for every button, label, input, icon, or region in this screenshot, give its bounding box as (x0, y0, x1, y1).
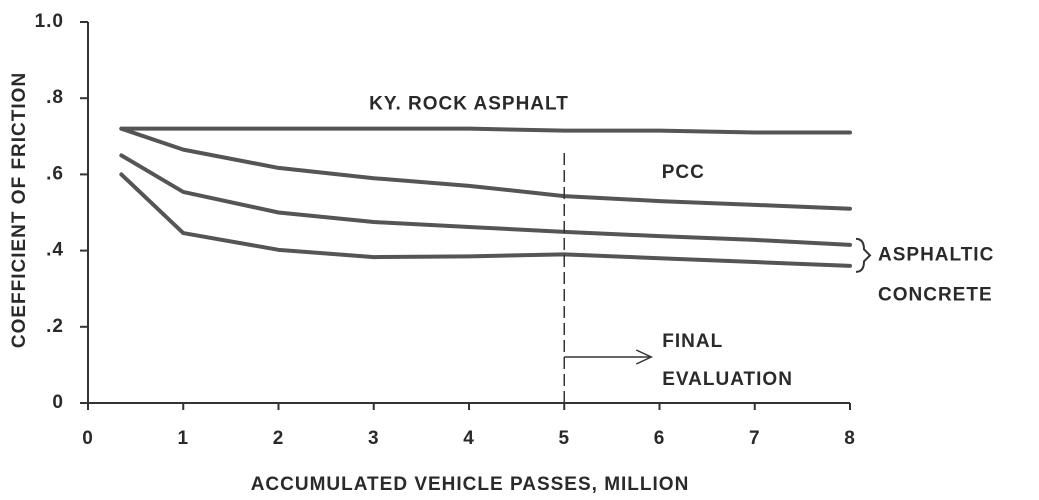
x-tick-label: 8 (844, 428, 856, 449)
series-label: PCC (662, 162, 705, 183)
group-label: CONCRETE (878, 284, 993, 305)
group-label: ASPHALTIC (878, 244, 994, 265)
x-tick-label: 1 (177, 428, 189, 449)
x-tick-label: 7 (749, 428, 761, 449)
series-line (119, 172, 852, 268)
y-tick-label: .8 (46, 87, 64, 108)
series-label: KY. ROCK ASPHALT (369, 94, 569, 115)
x-tick-label: 0 (82, 428, 94, 449)
y-tick-label: .6 (46, 163, 64, 184)
y-tick-label: 0 (52, 392, 64, 413)
x-tick-label: 3 (368, 428, 380, 449)
y-tick-label: .4 (46, 240, 64, 261)
arrow-head (635, 349, 654, 365)
series-line (119, 126, 852, 135)
x-tick-label: 5 (558, 428, 570, 449)
x-tick-label: 2 (273, 428, 285, 449)
y-tick-label: .2 (46, 316, 64, 337)
series-line (119, 153, 852, 247)
annotation: FINAL (662, 331, 723, 352)
x-tick-label: 6 (654, 428, 666, 449)
x-tick-label: 4 (463, 428, 475, 449)
y-axis-label: COEFFICIENT OF FRICTION (9, 72, 30, 348)
x-axis-label: ACCUMULATED VEHICLE PASSES, MILLION (251, 474, 690, 495)
series-line (119, 126, 852, 211)
brace (855, 237, 872, 273)
annotation: EVALUATION (662, 369, 793, 390)
y-tick-label: 1.0 (35, 11, 64, 32)
